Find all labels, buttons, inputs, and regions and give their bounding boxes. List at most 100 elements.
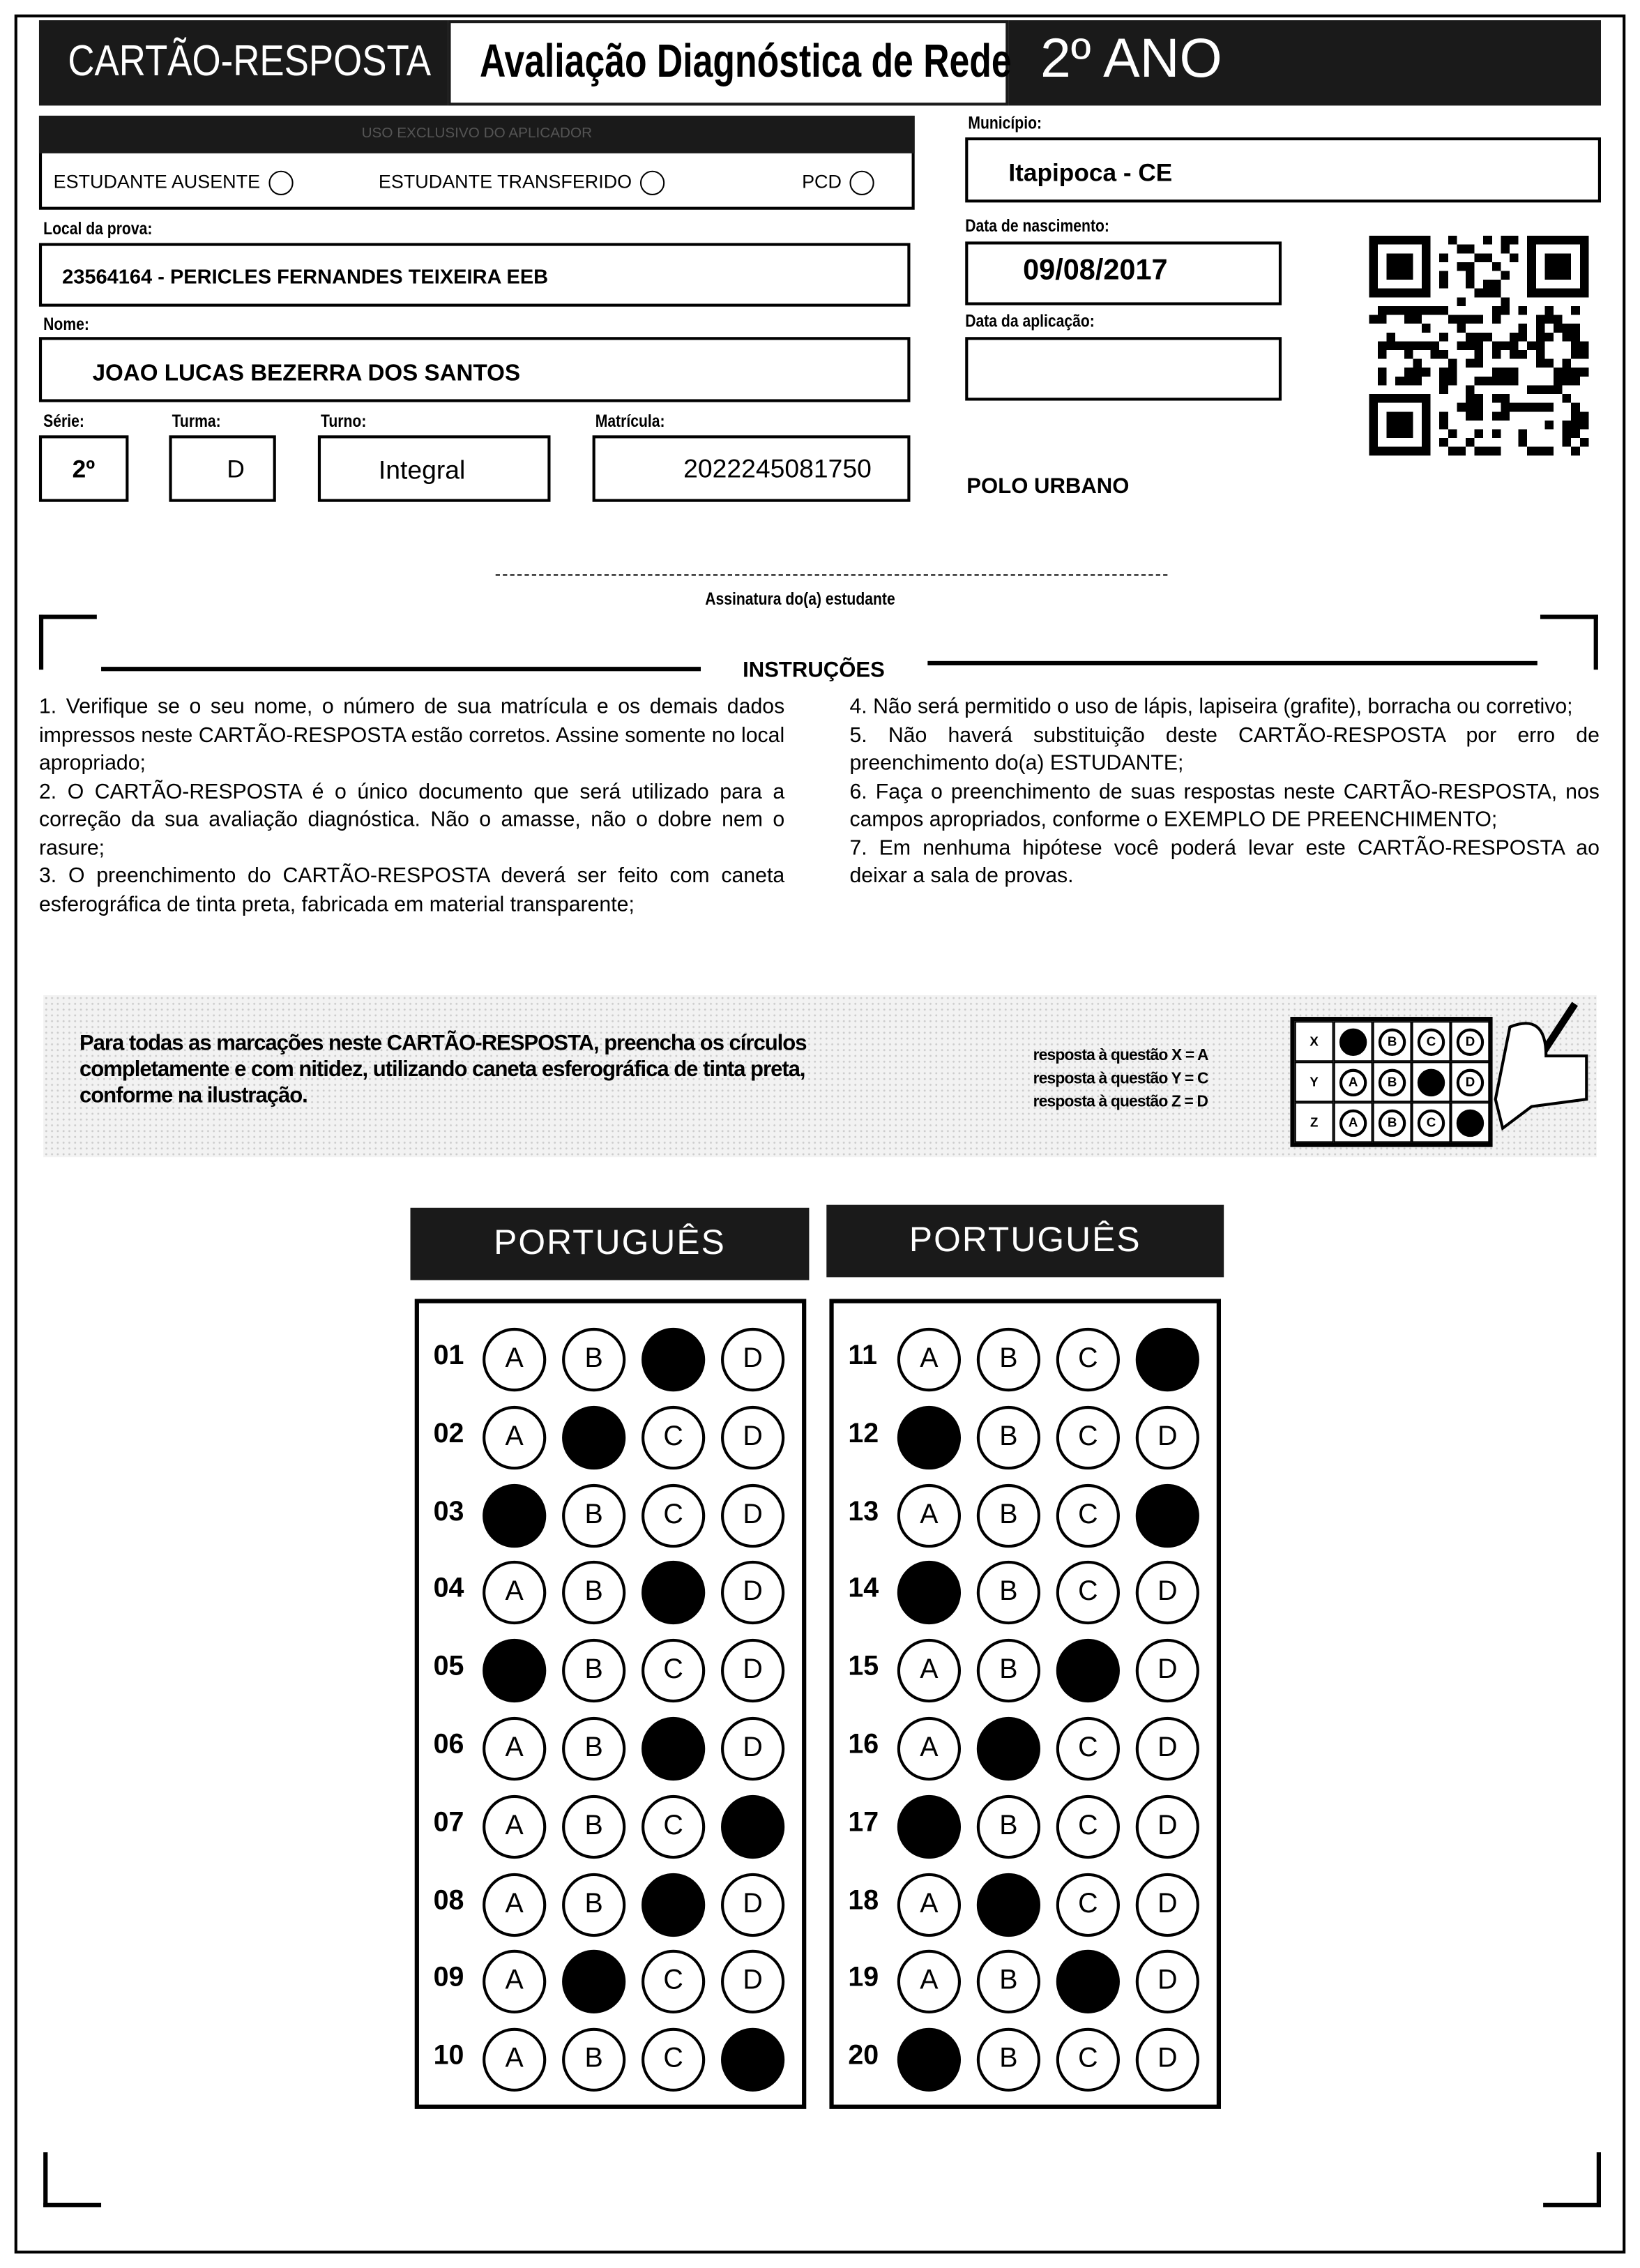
answer-bubble-d[interactable]: D [721, 1639, 785, 1703]
answer-bubble-b[interactable]: B [976, 1561, 1040, 1625]
answer-bubble-a[interactable]: A [897, 1483, 962, 1548]
answer-bubble-a[interactable]: A [897, 2028, 962, 2092]
answer-bubble-b[interactable]: B [562, 1483, 626, 1548]
radio-circle[interactable] [640, 170, 665, 196]
answer-bubble-a[interactable]: A [897, 1639, 962, 1703]
answer-bubble-a[interactable]: A [483, 2028, 547, 2092]
answer-bubble-a[interactable]: A [897, 1872, 962, 1937]
answer-bubble-d[interactable]: D [1135, 1950, 1199, 2014]
answer-bubble-d[interactable]: D [721, 1561, 785, 1625]
answer-bubble-d[interactable]: D [721, 1716, 785, 1781]
answer-bubble-c[interactable]: C [641, 1872, 706, 1937]
radio-circle[interactable] [850, 170, 875, 196]
example-bubble [1411, 1061, 1451, 1103]
option-ausente[interactable]: ESTUDANTE AUSENTE [54, 170, 294, 196]
answer-bubble-c[interactable]: C [1056, 1483, 1120, 1548]
answer-bubble-a[interactable]: A [897, 1950, 962, 2014]
answer-bubble-b[interactable]: B [562, 1716, 626, 1781]
answer-bubble-c[interactable]: C [1056, 1405, 1120, 1469]
answer-bubble-a[interactable]: A [483, 1872, 547, 1937]
answer-bubble-d[interactable]: D [721, 1327, 785, 1392]
answer-bubble-b[interactable]: B [976, 1872, 1040, 1937]
answer-bubble-c[interactable]: C [641, 1950, 706, 2014]
serie-label: Série: [43, 411, 84, 432]
answer-bubble-d[interactable]: D [721, 1794, 785, 1859]
answer-bubble-a[interactable]: A [897, 1327, 962, 1392]
answer-bubble-c[interactable]: C [641, 1483, 706, 1548]
answer-bubble-a[interactable]: A [897, 1405, 962, 1469]
answer-bubble-c[interactable]: C [1056, 1561, 1120, 1625]
answer-bubble-b[interactable]: B [562, 1950, 626, 2014]
answer-bubble-c[interactable]: C [641, 2028, 706, 2092]
answer-bubble-d[interactable]: D [1135, 1639, 1199, 1703]
instruction-item: 3. O preenchimento do CARTÃO-RESPOSTA de… [38, 865, 785, 916]
answer-bubble-d[interactable]: D [1135, 1561, 1199, 1625]
radio-circle[interactable] [268, 170, 294, 196]
answer-bubble-a[interactable]: A [483, 1794, 547, 1859]
option-pcd[interactable]: PCD [802, 170, 875, 196]
answer-bubble-d[interactable]: D [1135, 1405, 1199, 1469]
answer-bubble-b[interactable]: B [562, 1327, 626, 1392]
answer-bubble-b[interactable]: B [976, 1639, 1040, 1703]
answer-bubble-b[interactable]: B [976, 1794, 1040, 1859]
answer-bubble-a[interactable]: A [483, 1483, 547, 1548]
answer-bubble-b[interactable]: B [976, 1327, 1040, 1392]
answer-bubble-c[interactable]: C [641, 1327, 706, 1392]
answer-bubble-c[interactable]: C [1056, 1716, 1120, 1781]
answer-bubble-d[interactable]: D [1135, 1327, 1199, 1392]
answer-bubble-a[interactable]: A [483, 1639, 547, 1703]
answer-bubble-a[interactable]: A [483, 1405, 547, 1469]
answer-bubble-a[interactable]: A [483, 1716, 547, 1781]
answer-bubble-a[interactable]: A [897, 1716, 962, 1781]
answer-bubble-d[interactable]: D [721, 1483, 785, 1548]
answer-bubble-c[interactable]: C [1056, 1872, 1120, 1937]
answer-bubble-c[interactable]: C [1056, 1639, 1120, 1703]
answer-bubble-c[interactable]: C [641, 1405, 706, 1469]
aplicacao-field [965, 337, 1282, 401]
question-row: 11 A B C D [834, 1324, 1217, 1393]
answer-bubble-b[interactable]: B [562, 1405, 626, 1469]
signature-line[interactable] [495, 574, 1168, 576]
answer-bubble-a[interactable]: A [483, 1327, 547, 1392]
answer-bubble-a[interactable]: A [483, 1950, 547, 2014]
answer-bubble-c[interactable]: C [1056, 1327, 1120, 1392]
answer-bubble-d[interactable]: D [1135, 1483, 1199, 1548]
answer-bubble-b[interactable]: B [976, 1950, 1040, 2014]
answer-bubble-c[interactable]: C [641, 1639, 706, 1703]
signature-label: Assinatura do(a) estudante [705, 589, 895, 610]
question-number: 11 [848, 1340, 878, 1372]
answer-bubble-b[interactable]: B [976, 2028, 1040, 2092]
instruction-item: 1. Verifique se o seu nome, o número de … [38, 695, 785, 776]
legend-line: resposta à questão X = A [1033, 1047, 1209, 1065]
question-number: 09 [433, 1963, 464, 1994]
answer-bubble-d[interactable]: D [1135, 1716, 1199, 1781]
answer-bubble-b[interactable]: B [562, 1794, 626, 1859]
answer-bubble-c[interactable]: C [641, 1716, 706, 1781]
answer-bubble-b[interactable]: B [562, 1872, 626, 1937]
answer-bubble-c[interactable]: C [1056, 2028, 1120, 2092]
answer-bubble-b[interactable]: B [562, 1639, 626, 1703]
answer-bubble-c[interactable]: C [641, 1561, 706, 1625]
header-subtitle: Avaliação Diagnóstica de Rede [479, 34, 1012, 87]
answer-bubble-b[interactable]: B [976, 1716, 1040, 1781]
answer-bubble-d[interactable]: D [721, 1872, 785, 1937]
answer-bubble-b[interactable]: B [976, 1483, 1040, 1548]
answer-bubble-d[interactable]: D [721, 2028, 785, 2092]
answer-bubble-d[interactable]: D [1135, 2028, 1199, 2092]
answer-bubble-c[interactable]: C [641, 1794, 706, 1859]
answer-bubble-b[interactable]: B [976, 1405, 1040, 1469]
answer-bubble-d[interactable]: D [1135, 1872, 1199, 1937]
question-number: 16 [848, 1730, 879, 1761]
answer-bubble-b[interactable]: B [562, 1561, 626, 1625]
answer-bubble-c[interactable]: C [1056, 1950, 1120, 2014]
answer-bubble-d[interactable]: D [721, 1405, 785, 1469]
answer-bubble-a[interactable]: A [897, 1561, 962, 1625]
answer-bubble-d[interactable]: D [1135, 1794, 1199, 1859]
answer-bubble-a[interactable]: A [897, 1794, 962, 1859]
answer-bubble-d[interactable]: D [721, 1950, 785, 2014]
question-number: 13 [848, 1496, 879, 1527]
answer-bubble-a[interactable]: A [483, 1561, 547, 1625]
answer-bubble-b[interactable]: B [562, 2028, 626, 2092]
answer-bubble-c[interactable]: C [1056, 1794, 1120, 1859]
option-transferido[interactable]: ESTUDANTE TRANSFERIDO [379, 170, 665, 196]
